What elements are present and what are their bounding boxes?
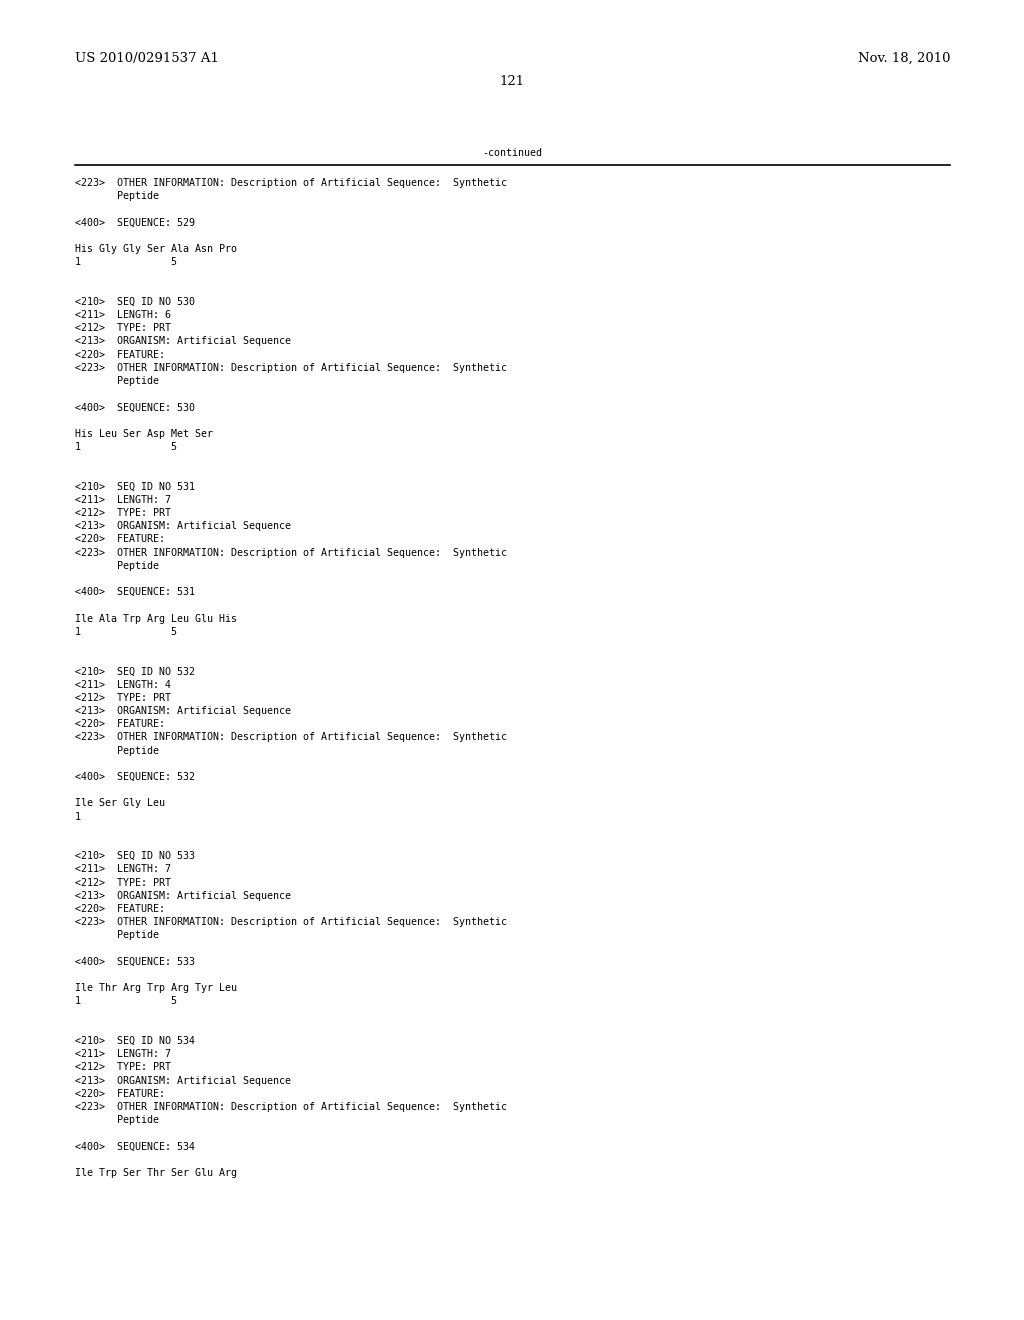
Text: Peptide: Peptide (75, 376, 159, 385)
Text: Ile Trp Ser Thr Ser Glu Arg: Ile Trp Ser Thr Ser Glu Arg (75, 1168, 237, 1177)
Text: <400>  SEQUENCE: 529: <400> SEQUENCE: 529 (75, 218, 195, 227)
Text: <223>  OTHER INFORMATION: Description of Artificial Sequence:  Synthetic: <223> OTHER INFORMATION: Description of … (75, 917, 507, 927)
Text: <220>  FEATURE:: <220> FEATURE: (75, 904, 165, 913)
Text: <213>  ORGANISM: Artificial Sequence: <213> ORGANISM: Artificial Sequence (75, 891, 291, 900)
Text: <211>  LENGTH: 7: <211> LENGTH: 7 (75, 1049, 171, 1059)
Text: <210>  SEQ ID NO 530: <210> SEQ ID NO 530 (75, 297, 195, 306)
Text: Peptide: Peptide (75, 561, 159, 570)
Text: <212>  TYPE: PRT: <212> TYPE: PRT (75, 508, 171, 517)
Text: Ile Ala Trp Arg Leu Glu His: Ile Ala Trp Arg Leu Glu His (75, 614, 237, 623)
Text: <212>  TYPE: PRT: <212> TYPE: PRT (75, 323, 171, 333)
Text: <213>  ORGANISM: Artificial Sequence: <213> ORGANISM: Artificial Sequence (75, 337, 291, 346)
Text: <211>  LENGTH: 7: <211> LENGTH: 7 (75, 865, 171, 874)
Text: <213>  ORGANISM: Artificial Sequence: <213> ORGANISM: Artificial Sequence (75, 521, 291, 531)
Text: <212>  TYPE: PRT: <212> TYPE: PRT (75, 1063, 171, 1072)
Text: 1: 1 (75, 812, 81, 821)
Text: <223>  OTHER INFORMATION: Description of Artificial Sequence:  Synthetic: <223> OTHER INFORMATION: Description of … (75, 1102, 507, 1111)
Text: <210>  SEQ ID NO 533: <210> SEQ ID NO 533 (75, 851, 195, 861)
Text: <400>  SEQUENCE: 532: <400> SEQUENCE: 532 (75, 772, 195, 781)
Text: <212>  TYPE: PRT: <212> TYPE: PRT (75, 693, 171, 702)
Text: <220>  FEATURE:: <220> FEATURE: (75, 1089, 165, 1098)
Text: <223>  OTHER INFORMATION: Description of Artificial Sequence:  Synthetic: <223> OTHER INFORMATION: Description of … (75, 548, 507, 557)
Text: Peptide: Peptide (75, 931, 159, 940)
Text: 121: 121 (500, 75, 524, 88)
Text: His Gly Gly Ser Ala Asn Pro: His Gly Gly Ser Ala Asn Pro (75, 244, 237, 253)
Text: <210>  SEQ ID NO 532: <210> SEQ ID NO 532 (75, 667, 195, 676)
Text: 1               5: 1 5 (75, 997, 177, 1006)
Text: <211>  LENGTH: 4: <211> LENGTH: 4 (75, 680, 171, 689)
Text: <400>  SEQUENCE: 531: <400> SEQUENCE: 531 (75, 587, 195, 597)
Text: Nov. 18, 2010: Nov. 18, 2010 (857, 51, 950, 65)
Text: <223>  OTHER INFORMATION: Description of Artificial Sequence:  Synthetic: <223> OTHER INFORMATION: Description of … (75, 733, 507, 742)
Text: <400>  SEQUENCE: 530: <400> SEQUENCE: 530 (75, 403, 195, 412)
Text: <213>  ORGANISM: Artificial Sequence: <213> ORGANISM: Artificial Sequence (75, 1076, 291, 1085)
Text: <211>  LENGTH: 7: <211> LENGTH: 7 (75, 495, 171, 504)
Text: <223>  OTHER INFORMATION: Description of Artificial Sequence:  Synthetic: <223> OTHER INFORMATION: Description of … (75, 178, 507, 187)
Text: Peptide: Peptide (75, 191, 159, 201)
Text: <400>  SEQUENCE: 534: <400> SEQUENCE: 534 (75, 1142, 195, 1151)
Text: 1               5: 1 5 (75, 442, 177, 451)
Text: His Leu Ser Asp Met Ser: His Leu Ser Asp Met Ser (75, 429, 213, 438)
Text: <210>  SEQ ID NO 534: <210> SEQ ID NO 534 (75, 1036, 195, 1045)
Text: <213>  ORGANISM: Artificial Sequence: <213> ORGANISM: Artificial Sequence (75, 706, 291, 715)
Text: Ile Thr Arg Trp Arg Tyr Leu: Ile Thr Arg Trp Arg Tyr Leu (75, 983, 237, 993)
Text: <223>  OTHER INFORMATION: Description of Artificial Sequence:  Synthetic: <223> OTHER INFORMATION: Description of … (75, 363, 507, 372)
Text: <220>  FEATURE:: <220> FEATURE: (75, 350, 165, 359)
Text: <220>  FEATURE:: <220> FEATURE: (75, 719, 165, 729)
Text: Peptide: Peptide (75, 746, 159, 755)
Text: 1               5: 1 5 (75, 627, 177, 636)
Text: <211>  LENGTH: 6: <211> LENGTH: 6 (75, 310, 171, 319)
Text: <212>  TYPE: PRT: <212> TYPE: PRT (75, 878, 171, 887)
Text: <210>  SEQ ID NO 531: <210> SEQ ID NO 531 (75, 482, 195, 491)
Text: US 2010/0291537 A1: US 2010/0291537 A1 (75, 51, 219, 65)
Text: Peptide: Peptide (75, 1115, 159, 1125)
Text: -continued: -continued (482, 148, 542, 158)
Text: <400>  SEQUENCE: 533: <400> SEQUENCE: 533 (75, 957, 195, 966)
Text: 1               5: 1 5 (75, 257, 177, 267)
Text: <220>  FEATURE:: <220> FEATURE: (75, 535, 165, 544)
Text: Ile Ser Gly Leu: Ile Ser Gly Leu (75, 799, 165, 808)
